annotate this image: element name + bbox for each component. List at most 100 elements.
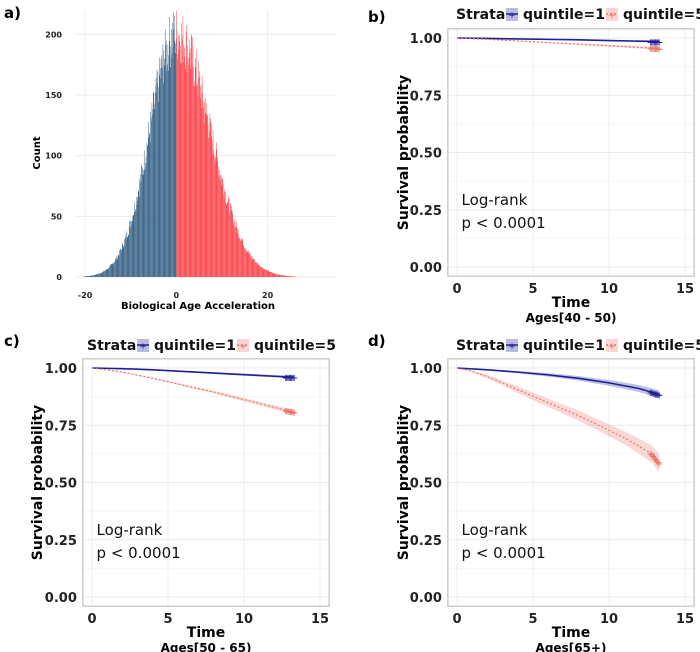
censor-mark: + [653,456,661,467]
log-rank-label: Log-rank [462,191,528,209]
series-quintile=5: ++++++++ [91,367,298,419]
legend-entry-quintile=1: quintile=1 [523,338,605,354]
censor-mark: + [654,37,662,48]
legend-entry-quintile=5: quintile=5 [254,338,336,354]
survival-y-tick-label: 0.50 [410,477,442,492]
censor-mark: + [651,37,659,48]
p-value-label: p < 0.0001 [462,544,546,562]
log-rank-label: Log-rank [97,521,163,539]
legend-key-censor: + [608,342,616,352]
survival-grid [447,28,695,277]
survival-y-tick-label: 1.00 [410,32,442,47]
survival-x-tick-label: 0 [87,612,96,627]
histogram-y-label: Count [32,136,43,169]
survival-y-tick-label: 0.75 [410,89,442,104]
censor-mark: + [646,37,654,48]
censor-mark: + [653,37,661,48]
survival-x-label: Time [552,625,590,641]
censor-mark: + [651,44,659,55]
censor-mark: + [289,408,297,419]
histogram-y-tick-label: 50 [51,212,63,221]
survival-plot-frame [447,358,695,607]
censor-mark: + [283,406,291,417]
histogram-x-tick-label: 20 [262,291,274,300]
survival-x-ticks: 0 5 10 15 [452,612,694,627]
confidence-band-quintile=5 [457,38,660,50]
series-quintile=1: ++++++++ [456,367,663,401]
survival-y-tick-label: 0.50 [410,147,442,162]
censor-mark: + [655,44,663,55]
strata-legend: Strata + quintile=1 + quintile=5 [456,7,700,23]
censor-mark: + [284,407,292,418]
survival-x-tick-label: 10 [600,282,618,297]
censor-mark: + [654,390,662,401]
survival-x-tick-label: 0 [452,612,461,627]
censor-mark: + [649,37,657,48]
histogram-x-label: Biological Age Acceleration [121,301,275,312]
censor-mark: + [290,408,298,419]
series-quintile=1: ++++++++ [456,37,663,48]
censor-mark: + [648,37,656,48]
series-quintile=5: ++++++++ [456,37,663,55]
censor-mark: + [288,373,296,384]
strata-legend: Strata + quintile=1 + quintile=5 [456,338,700,354]
survival-x-label: Time [187,625,225,641]
legend-entry-quintile=1: quintile=1 [154,338,236,354]
censor-mark: + [283,373,291,384]
censor-mark: + [650,44,658,55]
censor-mark: + [648,450,656,461]
survival-x-tick-label: 10 [235,612,253,627]
survival-x-tick-label: 15 [676,612,694,627]
survival-y-label: Survival probability [396,75,412,230]
age-group-subtitle: Ages[65+) [536,641,607,652]
censor-mark: + [649,44,657,55]
histogram-y-tick-label: 100 [45,152,62,161]
survival-y-label: Survival probability [396,405,412,560]
survival-y-tick-label: 1.00 [45,362,77,377]
survival-curve-quintile=1 [456,367,660,396]
censor-mark: + [285,373,293,384]
survival-x-ticks: 0 5 10 15 [87,612,329,627]
survival-panel-ages-40-50: ++++++++++++++++0.000.250.500.751.000 5 10… [396,7,700,325]
survival-y-tick-label: 1.00 [410,362,442,377]
series-quintile=5: ++++++++ [456,367,663,473]
survival-panel-ages-50-65: ++++++++++++++++0.000.250.500.751.000 5 10… [30,338,336,652]
legend-entry-quintile=5: quintile=5 [623,7,700,23]
series-quintile=1: ++++++++ [91,367,298,384]
legend-key-censor: + [508,11,516,21]
censor-mark: + [285,407,293,418]
age-group-subtitle: Ages[50 - 65) [161,641,252,652]
legend-key-censor: + [239,342,247,352]
censor-mark: + [654,458,662,469]
survival-x-tick-label: 5 [528,282,537,297]
survival-x-label: Time [552,295,590,311]
survival-x-tick-label: 0 [452,282,461,297]
censor-mark: + [650,453,658,464]
age-group-subtitle: Ages[40 - 50) [526,311,617,325]
censor-mark: + [649,452,657,463]
legend-key-censor: + [508,342,516,352]
censor-mark: + [650,37,658,48]
survival-y-label: Survival probability [30,405,46,560]
survival-curve-quintile=5 [91,367,295,413]
censor-mark: + [655,459,663,470]
confidence-band-quintile=1 [457,368,660,399]
panel-label-d: d) [368,332,386,350]
legend-entry-quintile=5: quintile=5 [623,338,700,354]
survival-y-tick-label: 0.25 [45,534,77,549]
histogram-y-ticks: 0 50 100 150 200 [45,30,62,282]
strata-legend: Strata + quintile=1 + quintile=5 [87,338,336,354]
survival-grid [447,358,695,607]
censor-mark: + [651,455,659,466]
censor-mark: + [650,389,658,400]
survival-curve-quintile=5 [456,367,660,464]
survival-y-tick-label: 0.50 [45,477,77,492]
censor-mark: + [649,389,657,400]
censor-mark: + [290,373,298,384]
legend-entry-quintile=1: quintile=1 [523,7,605,23]
survival-curve-quintile=1 [456,37,660,43]
p-value-label: p < 0.0001 [97,544,181,562]
censor-mark: + [653,44,661,55]
panel-label-c: c) [4,332,20,350]
